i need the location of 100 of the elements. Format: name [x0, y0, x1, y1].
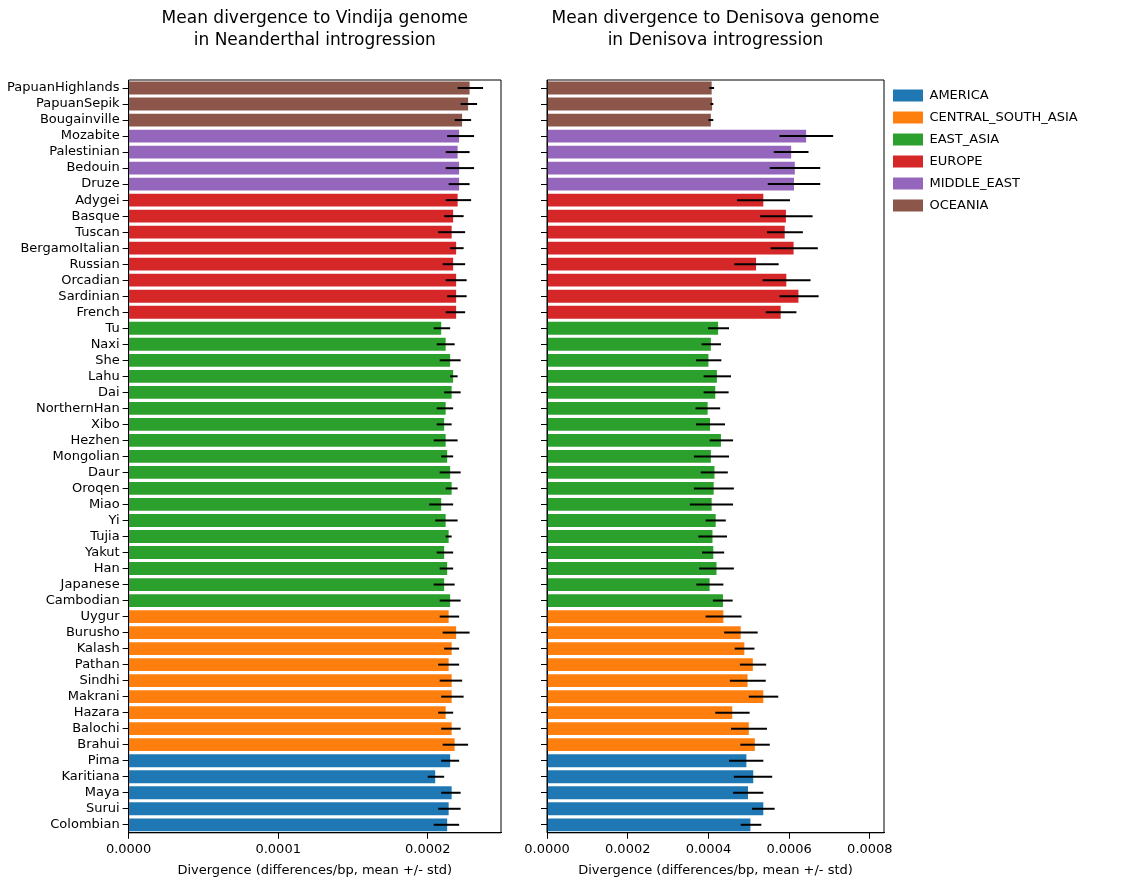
- y-tick-label: NorthernHan: [35, 399, 120, 415]
- bar: [547, 257, 757, 271]
- bar: [547, 161, 795, 175]
- bar: [129, 626, 457, 639]
- y-tick-label: She: [95, 351, 120, 367]
- bar: [129, 289, 457, 303]
- y-tick-label: Han: [93, 559, 120, 575]
- y-tick-label: Naxi: [90, 335, 120, 351]
- y-tick-label: Lahu: [87, 367, 120, 383]
- bar: [547, 433, 721, 447]
- bar: [547, 337, 711, 351]
- bar: [547, 193, 764, 207]
- bar: [547, 482, 714, 495]
- y-tick-label: Sindhi: [79, 672, 120, 688]
- y-tick-label: Brahui: [77, 736, 120, 752]
- bar: [129, 417, 445, 431]
- bar: [129, 113, 463, 127]
- bar: [547, 802, 764, 816]
- x-tick-label: 0.0000: [524, 840, 570, 856]
- bar: [547, 466, 715, 479]
- bar: [129, 482, 452, 495]
- bar: [547, 722, 749, 736]
- x-axis-title: Divergence (differences/bp, mean +/- std): [177, 861, 453, 877]
- bar: [547, 417, 711, 431]
- bar: [129, 129, 460, 143]
- y-tick-label: Uygur: [80, 607, 121, 623]
- y-tick-label: Miao: [88, 495, 120, 511]
- y-tick-label: Surui: [85, 800, 120, 816]
- bar: [129, 642, 452, 656]
- bar: [547, 514, 716, 527]
- bar: [129, 578, 445, 591]
- bar: [129, 786, 452, 800]
- chart-title: Mean divergence to Denisova genome in Denisova introgression: [551, 6, 880, 49]
- bar: [547, 97, 713, 111]
- bar: [129, 193, 458, 207]
- y-tick-label: Oroqen: [71, 479, 120, 495]
- bar: [129, 433, 446, 447]
- legend-label: CENTRAL_SOUTH_ASIA: [929, 108, 1078, 124]
- y-tick-label: Karitiana: [61, 768, 120, 784]
- y-tick-label: PapuanSepik: [36, 95, 121, 111]
- bar: [547, 594, 723, 607]
- y-tick-label: Maya: [84, 784, 120, 800]
- y-tick-label: Balochi: [72, 720, 120, 736]
- bar: [547, 449, 711, 463]
- bar: [129, 353, 451, 367]
- bar: [129, 385, 452, 399]
- bar: [547, 770, 754, 784]
- bar: [547, 818, 751, 832]
- bar: [129, 498, 442, 511]
- bar: [547, 289, 799, 303]
- y-tick-label: Burusho: [65, 623, 120, 639]
- legend-label: MIDDLE_EAST: [929, 174, 1020, 190]
- bar: [129, 754, 451, 768]
- bar: [547, 177, 794, 191]
- bar: [547, 385, 716, 399]
- y-tick-label: Hezhen: [70, 431, 120, 447]
- x-tick-label: 0.0006: [766, 840, 812, 856]
- bar: [129, 546, 445, 559]
- bar: [129, 706, 446, 720]
- bar: [129, 209, 454, 223]
- bar: [129, 658, 449, 672]
- x-tick-label: 0.0004: [685, 840, 732, 856]
- legend-label: AMERICA: [929, 86, 989, 102]
- x-tick-label: 0.0002: [404, 840, 451, 856]
- y-tick-label: BergamoItalian: [20, 239, 120, 255]
- x-tick-label: 0.0008: [847, 840, 893, 856]
- bar: [129, 722, 452, 736]
- y-tick-label: Palestinian: [49, 143, 120, 159]
- bar: [129, 273, 457, 287]
- bar: [547, 305, 781, 319]
- y-tick-label: Bedouin: [66, 159, 120, 175]
- y-tick-label: Kalash: [76, 639, 120, 655]
- bar: [129, 257, 454, 271]
- bar: [547, 674, 748, 688]
- bar: [129, 321, 442, 335]
- bar: [547, 530, 713, 543]
- bar: [547, 498, 712, 511]
- bar: [129, 81, 470, 95]
- bar: [547, 353, 709, 367]
- bar: [129, 466, 451, 479]
- bar: [129, 514, 446, 527]
- y-tick-label: Tuscan: [74, 223, 120, 239]
- bar: [547, 658, 753, 672]
- legend-label: EUROPE: [929, 152, 983, 168]
- x-tick-label: 0.0002: [604, 840, 651, 856]
- y-tick-label: Makrani: [67, 688, 120, 704]
- bar: [129, 594, 451, 607]
- bar: [547, 754, 747, 768]
- y-tick-label: Cambodian: [45, 591, 120, 607]
- y-tick-label: Hazara: [73, 704, 120, 720]
- x-tick-label: 0.0001: [255, 840, 301, 856]
- bar: [547, 610, 724, 623]
- y-tick-label: Russian: [69, 255, 120, 271]
- y-tick-label: Yi: [107, 511, 120, 527]
- bar: [129, 401, 446, 415]
- y-tick-label: Xibo: [90, 415, 120, 431]
- y-tick-label: Adygei: [75, 191, 120, 207]
- bar: [547, 642, 745, 656]
- y-tick-label: Yakut: [84, 543, 120, 559]
- y-tick-label: Japanese: [59, 575, 120, 591]
